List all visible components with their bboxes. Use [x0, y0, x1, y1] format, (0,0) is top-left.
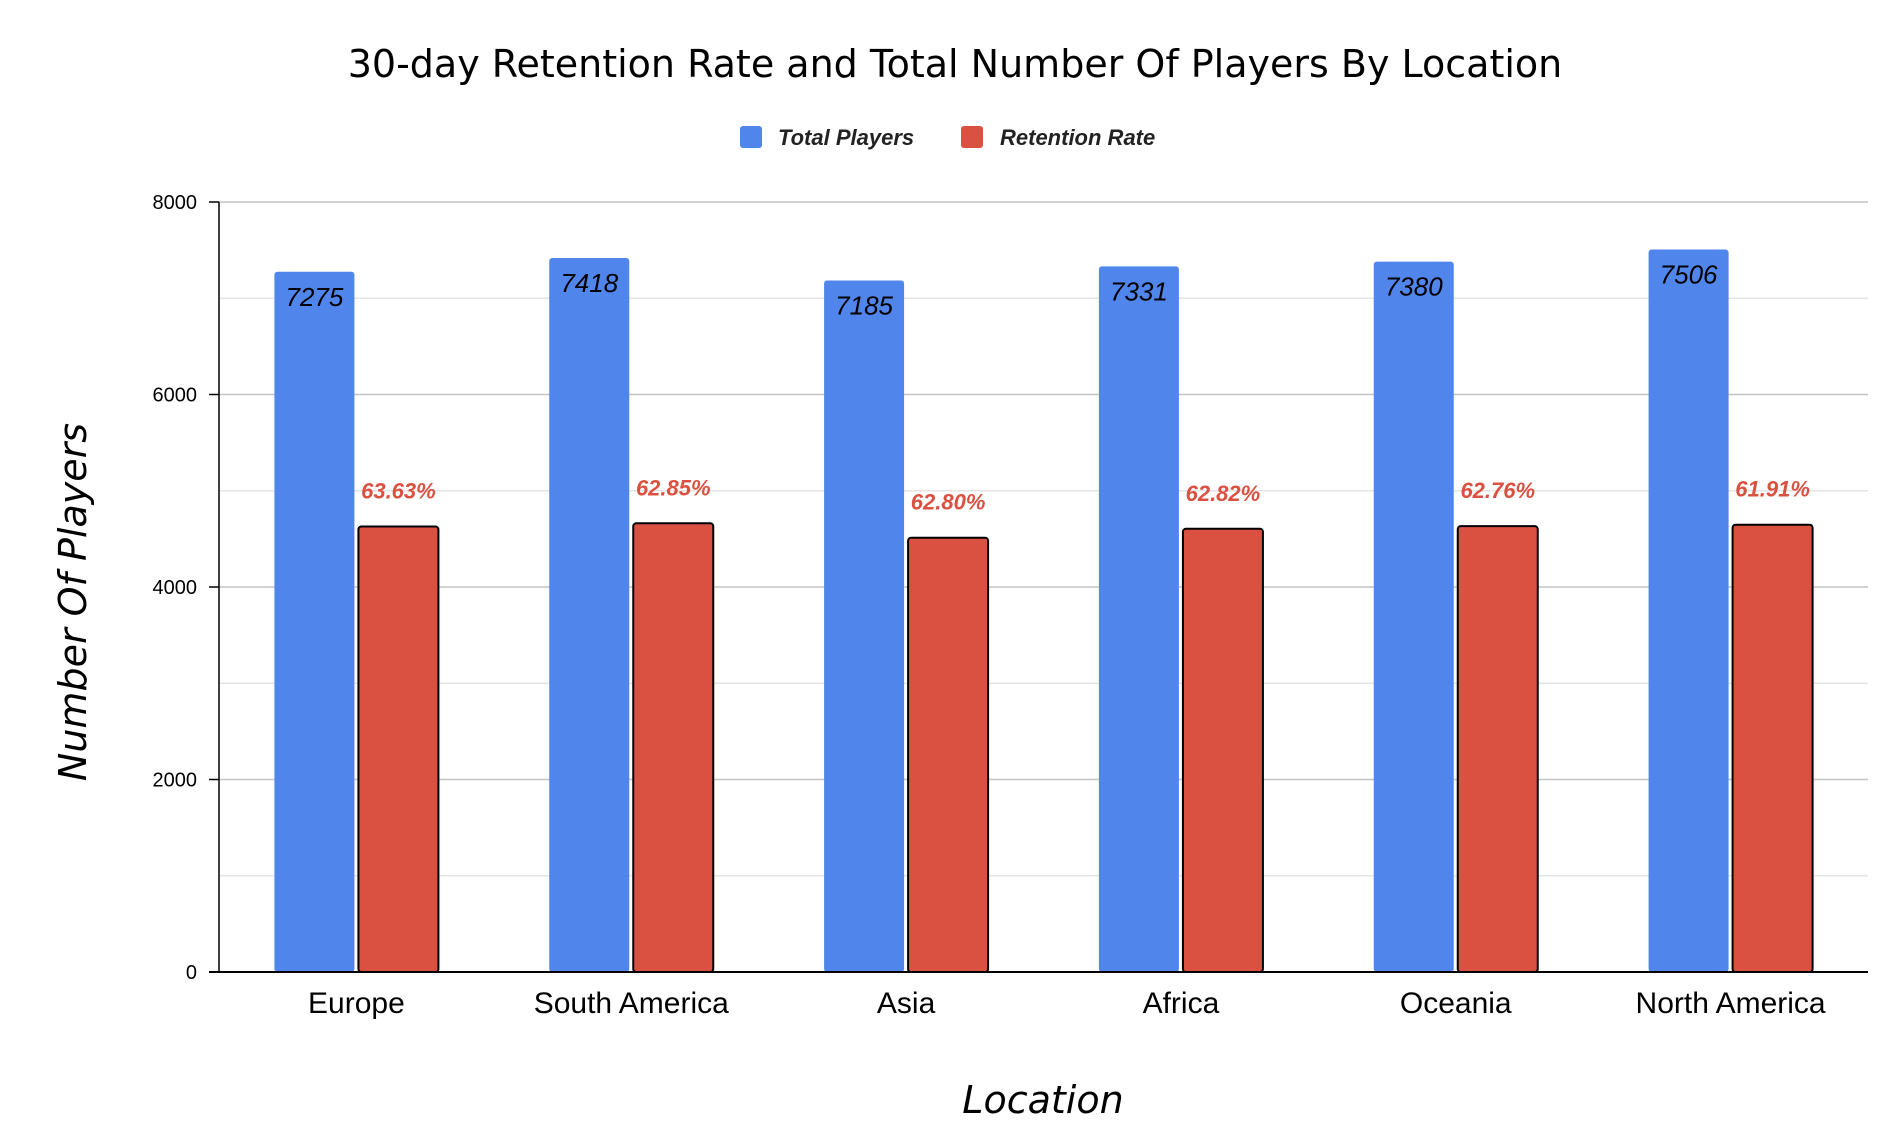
y-axis: 0 2000 4000 6000 8000	[153, 192, 220, 984]
x-axis-title: Location	[962, 1078, 1123, 1122]
chart-title: 30-day Retention Rate and Total Number O…	[348, 42, 1563, 86]
bar-total-players-africa	[1098, 266, 1179, 972]
x-axis: Europe South America Asia Africa Oceania Nort…	[209, 971, 1868, 1020]
data-label-total-players-africa: 7331	[1110, 276, 1168, 306]
bar-retention-rate-north-america	[1731, 523, 1814, 973]
data-label-total-players-asia: 7185	[835, 290, 893, 320]
bar-retention-rate-asia	[907, 536, 990, 973]
y-tick-label: 6000	[153, 385, 198, 407]
data-labels: 7275 63.63% 7418 62.85% 7185 62.80% 7331 62.82%…	[285, 260, 1809, 515]
data-label-retention-rate-oceania: 62.76%	[1460, 478, 1535, 503]
data-label-total-players-oceania: 7380	[1385, 272, 1443, 302]
data-label-retention-rate-asia: 62.80%	[911, 490, 986, 515]
bar-retention-rate-europe	[357, 525, 440, 973]
y-tick-label: 8000	[153, 192, 198, 214]
data-label-retention-rate-south-america: 62.85%	[636, 475, 711, 500]
bar-retention-rate-oceania	[1456, 525, 1539, 973]
gridlines	[219, 201, 1868, 877]
x-tick-label-south-america: South America	[534, 987, 729, 1020]
x-tick-label-africa: Africa	[1143, 987, 1220, 1020]
bar-retention-rate-africa	[1181, 527, 1264, 973]
data-label-retention-rate-north-america: 61.91%	[1735, 477, 1810, 502]
x-tick-label-oceania: Oceania	[1400, 987, 1512, 1020]
data-label-total-players-europe: 7275	[285, 282, 343, 312]
legend-label-retention-rate: Retention Rate	[1000, 125, 1155, 150]
bar-total-players-north-america	[1648, 249, 1729, 973]
x-tick-label-north-america: North America	[1636, 987, 1826, 1020]
bar-total-players-oceania	[1373, 261, 1454, 972]
bar-total-players-europe	[274, 271, 355, 972]
x-tick-label-asia: Asia	[877, 987, 936, 1020]
y-tick-label: 4000	[153, 577, 198, 599]
legend-label-total-players: Total Players	[778, 125, 914, 150]
y-tick-label: 2000	[153, 770, 198, 792]
legend-swatch-total-players	[740, 126, 762, 148]
x-tick-label-europe: Europe	[308, 987, 405, 1020]
legend: Total Players Retention Rate	[740, 125, 1155, 150]
data-label-retention-rate-europe: 63.63%	[361, 478, 436, 503]
legend-swatch-retention-rate	[961, 126, 983, 148]
bars	[274, 249, 1814, 973]
data-label-total-players-south-america: 7418	[560, 268, 618, 298]
y-tick-label: 0	[186, 962, 197, 984]
bar-total-players-south-america	[549, 258, 630, 973]
data-label-retention-rate-africa: 62.82%	[1186, 481, 1261, 506]
bar-total-players-asia	[824, 280, 905, 973]
y-axis-title: Number Of Players	[51, 423, 95, 781]
data-label-total-players-north-america: 7506	[1660, 260, 1718, 290]
bar-retention-rate-south-america	[632, 522, 715, 973]
